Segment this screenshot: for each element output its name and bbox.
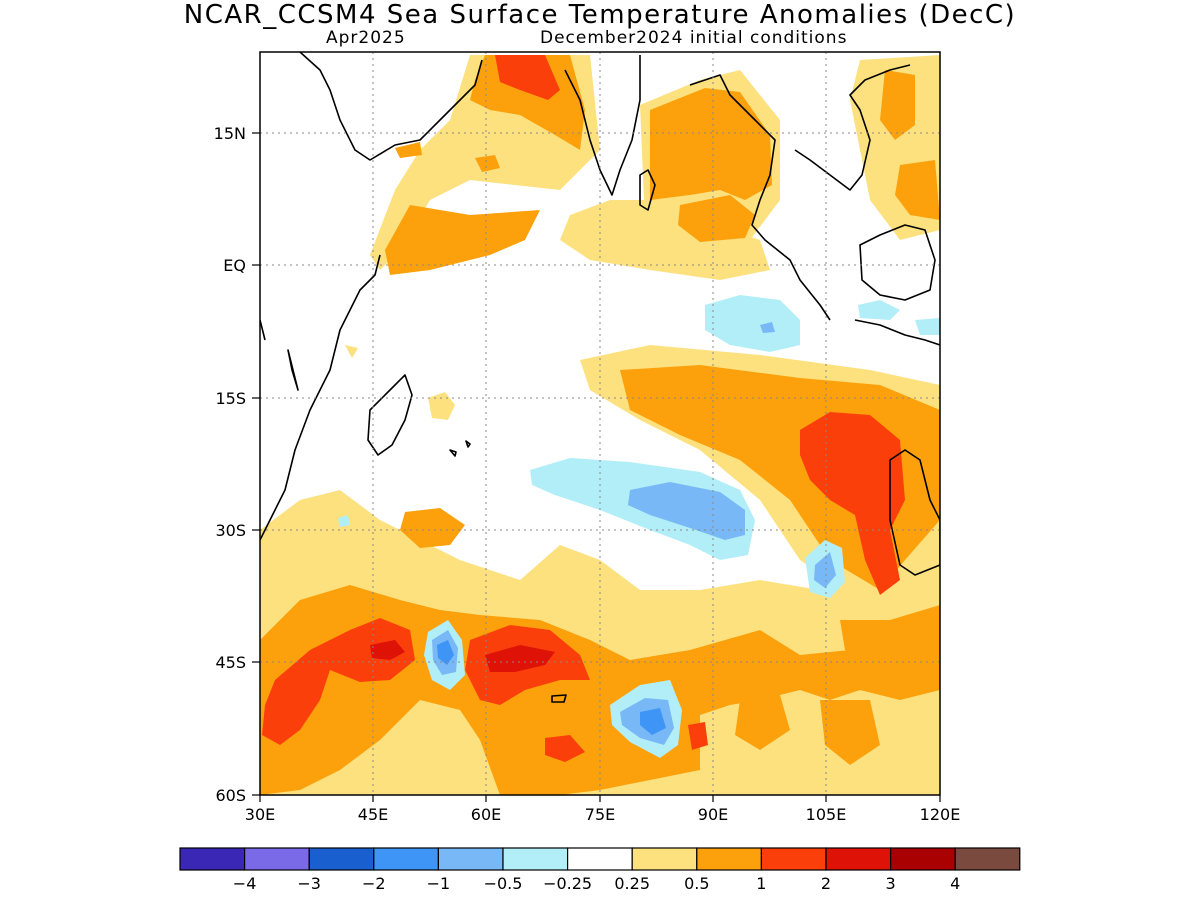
colorbar-label: 0.5 [684, 874, 709, 893]
colorbar-swatch [954, 847, 1021, 871]
colorbar-swatch [179, 847, 246, 871]
lon-label-90e: 90E [698, 805, 728, 824]
colorbar-swatch [631, 847, 698, 871]
colorbar-label: −0.25 [543, 874, 592, 893]
lat-label-30s: 30S [215, 521, 246, 540]
lat-label-15n: 15N [214, 124, 246, 143]
forecast-month: Apr2025 [326, 28, 406, 48]
lon-tick-marks [259, 795, 941, 802]
lon-label-75e: 75E [585, 805, 615, 824]
anomaly-field [260, 52, 940, 795]
colorbar-swatch [889, 847, 956, 871]
colorbar-label: 1 [756, 874, 766, 893]
initial-conditions: December2024 initial conditions [540, 28, 848, 48]
lon-label-120e: 120E [920, 805, 961, 824]
colorbar-swatch [373, 847, 439, 871]
coastlines [260, 52, 940, 703]
colorbar-swatch [760, 847, 827, 871]
colorbar-label: −3 [297, 874, 321, 893]
colorbar: −4 −3 −2 −1 −0.5 −0.25 0.25 0.5 1 2 3 4 [179, 847, 1021, 893]
colorbar-swatch [308, 847, 375, 871]
colorbar-label: −0.5 [484, 874, 523, 893]
colorbar-label: −1 [427, 874, 451, 893]
lon-label-45e: 45E [358, 805, 388, 824]
colorbar-swatch [437, 847, 504, 871]
colorbar-swatch [696, 847, 762, 871]
map-title: NCAR_CCSM4 Sea Surface Temperature Anoma… [183, 0, 1017, 30]
colorbar-label: −4 [233, 874, 257, 893]
colorbar-swatch [502, 847, 569, 871]
colorbar-label: 3 [886, 874, 896, 893]
lat-tick-marks [252, 132, 260, 796]
lon-label-30e: 30E [245, 805, 275, 824]
colorbar-label: 2 [821, 874, 831, 893]
colorbar-label: −2 [362, 874, 386, 893]
colorbar-label: 0.25 [614, 874, 650, 893]
colorbar-swatch [244, 847, 310, 871]
graticule [260, 52, 940, 795]
anomaly-neg-1-2-region [437, 640, 666, 735]
lat-label-15s: 15S [215, 389, 246, 408]
lat-label-60s: 60S [215, 786, 246, 805]
lat-label-45s: 45S [215, 653, 246, 672]
lon-label-60e: 60E [471, 805, 501, 824]
colorbar-swatch [566, 847, 633, 871]
lat-label-eq: EQ [223, 256, 246, 275]
colorbar-label: 4 [950, 874, 960, 893]
colorbar-swatch [825, 847, 892, 871]
lon-label-105e: 105E [806, 805, 847, 824]
anomaly-2-3-region [370, 640, 555, 672]
